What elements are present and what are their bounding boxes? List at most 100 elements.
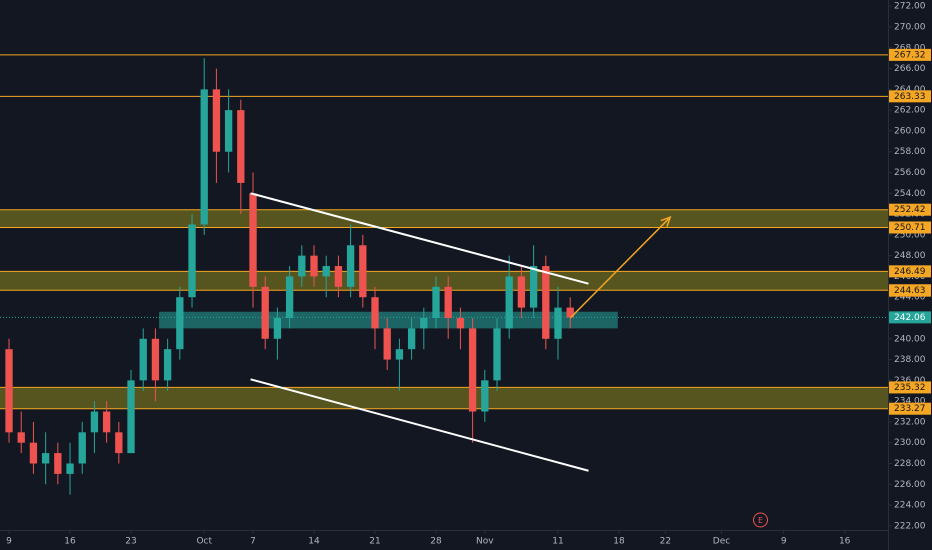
candle-body (139, 338, 147, 381)
candle-body (54, 453, 62, 474)
y-tick-label: 250.00 (894, 230, 926, 240)
y-tick-label: 248.00 (894, 251, 926, 261)
candle-body (481, 380, 489, 412)
candle-body (407, 328, 416, 350)
candle-body (322, 266, 330, 277)
event-label: E (758, 516, 763, 525)
price-tag (889, 90, 931, 103)
last-price-tag (889, 311, 931, 324)
candle-body (554, 307, 562, 339)
y-tick-label: 264.00 (894, 85, 926, 95)
x-tick-label: 18 (613, 537, 625, 547)
candle-body (359, 245, 367, 298)
candle-body (505, 276, 513, 329)
y-tick-label: 230.00 (894, 438, 926, 448)
plot-area (0, 54, 888, 495)
candle-body (566, 307, 574, 318)
y-tick-label: 258.00 (894, 147, 926, 157)
x-tick-label: 23 (125, 537, 136, 547)
trendline (250, 192, 589, 285)
zone (0, 271, 888, 291)
trendline (250, 378, 589, 472)
price-tag (889, 265, 931, 278)
candle-body (224, 110, 233, 152)
y-tick-label: 270.00 (894, 23, 926, 33)
candle-body (163, 349, 172, 381)
candle-body (468, 328, 477, 412)
x-tick-label: Nov (476, 537, 494, 547)
candle-body (285, 276, 294, 318)
last-price-label: 242.06 (894, 313, 926, 323)
candle-body (456, 318, 465, 329)
candle-body (127, 380, 135, 454)
x-tick-label: 14 (308, 537, 320, 547)
y-tick-label: 222.00 (894, 521, 926, 531)
candle-body (420, 318, 428, 329)
candle-body (432, 286, 440, 318)
candle-body (542, 266, 550, 339)
x-tick-label: 28 (430, 537, 442, 547)
candle-body (395, 349, 404, 360)
y-tick-label: 260.00 (894, 126, 926, 136)
y-tick-label: 254.00 (894, 189, 926, 199)
x-tick-label: 9 (6, 537, 12, 547)
x-tick-label: 16 (839, 537, 851, 547)
price-tag (889, 381, 931, 394)
candle-body (115, 432, 123, 454)
candle-body (237, 110, 245, 183)
price-tag-label: 244.63 (894, 286, 926, 296)
arrow-line (569, 216, 671, 319)
candle-body (493, 328, 501, 381)
x-tick-label: 7 (250, 537, 256, 547)
y-tick-label: 224.00 (894, 501, 926, 511)
candle-body (102, 411, 111, 433)
candle-body (212, 89, 221, 152)
y-tick-label: 272.00 (894, 2, 926, 12)
candle-body (261, 286, 269, 339)
y-tick-label: 240.00 (894, 334, 926, 344)
candle-body (249, 193, 257, 287)
candle-body (310, 255, 318, 277)
candle-body (176, 297, 184, 350)
x-tick-label: 22 (660, 537, 671, 547)
candle-body (371, 297, 379, 329)
x-tick-label: Dec (713, 537, 730, 547)
event-marker (753, 512, 769, 528)
candle-body (29, 442, 38, 464)
y-tick-label: 234.00 (894, 397, 926, 407)
price-tag-label: 263.33 (894, 92, 926, 102)
y-tick-label: 238.00 (894, 355, 926, 365)
price-tag-label: 246.49 (894, 267, 926, 277)
candle-body (41, 453, 50, 464)
price-tag-label: 235.32 (894, 383, 926, 393)
y-tick-label: 226.00 (894, 480, 926, 490)
price-tag-label: 252.42 (894, 205, 926, 215)
candle-body (78, 432, 86, 464)
x-tick-label: 16 (64, 537, 76, 547)
y-tick-label: 266.00 (894, 64, 926, 74)
candle-body (273, 318, 282, 339)
price-tag-label: 233.27 (894, 404, 926, 414)
candle-body (383, 328, 391, 360)
arrow-head (660, 215, 672, 227)
candle-body (444, 286, 452, 318)
candle-body (66, 463, 74, 474)
candle-body (5, 349, 13, 433)
x-tick-label: 9 (781, 537, 787, 547)
y-tick-label: 262.00 (894, 106, 926, 116)
zone (0, 387, 888, 409)
candle-body (200, 89, 208, 225)
candle-body (90, 411, 99, 433)
candle-body (298, 255, 306, 277)
candle-body (188, 224, 196, 298)
y-tick-label: 244.00 (894, 293, 926, 303)
price-tag (889, 203, 931, 216)
y-tick-label: 228.00 (894, 459, 926, 469)
candle-body (151, 338, 160, 381)
candle-body (346, 245, 355, 287)
y-tick-label: 256.00 (894, 168, 926, 178)
zone (0, 209, 888, 228)
candle-body (529, 266, 538, 308)
